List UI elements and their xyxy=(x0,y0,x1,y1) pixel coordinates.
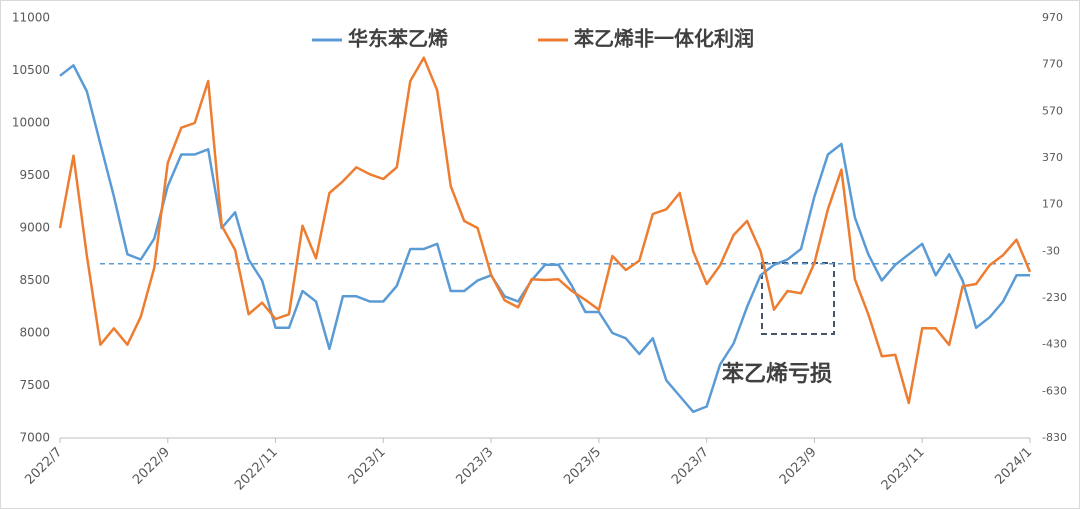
y2-tick-label: -630 xyxy=(1042,384,1067,397)
legend-label: 华东苯乙烯 xyxy=(348,27,448,51)
legend-label: 苯乙烯非一体化利润 xyxy=(573,27,754,51)
y2-tick-label: 970 xyxy=(1042,11,1063,24)
y2-tick-label: 370 xyxy=(1042,151,1063,164)
y-tick-label: 8000 xyxy=(19,326,50,340)
y-tick-label: 11000 xyxy=(12,11,50,25)
y2-tick-label: -430 xyxy=(1042,338,1067,351)
y-tick-label: 9000 xyxy=(19,221,50,235)
y-tick-label: 7000 xyxy=(19,431,50,445)
annotation: 苯乙烯亏损 xyxy=(721,361,832,387)
y2-tick-label: -230 xyxy=(1042,291,1067,304)
y-tick-label: 9500 xyxy=(19,168,50,182)
y2-tick-label: -30 xyxy=(1042,244,1060,257)
y-tick-label: 7500 xyxy=(19,378,50,392)
series-line xyxy=(58,56,1032,405)
y-tick-label: 10000 xyxy=(12,116,50,130)
y2-tick-label: 170 xyxy=(1042,198,1063,211)
y2-tick-label: 770 xyxy=(1042,58,1063,71)
y-tick-label: 8500 xyxy=(19,273,50,287)
y-tick-label: 10500 xyxy=(12,63,50,77)
y2-tick-label: -830 xyxy=(1042,431,1067,444)
y2-tick-label: 570 xyxy=(1042,104,1063,117)
